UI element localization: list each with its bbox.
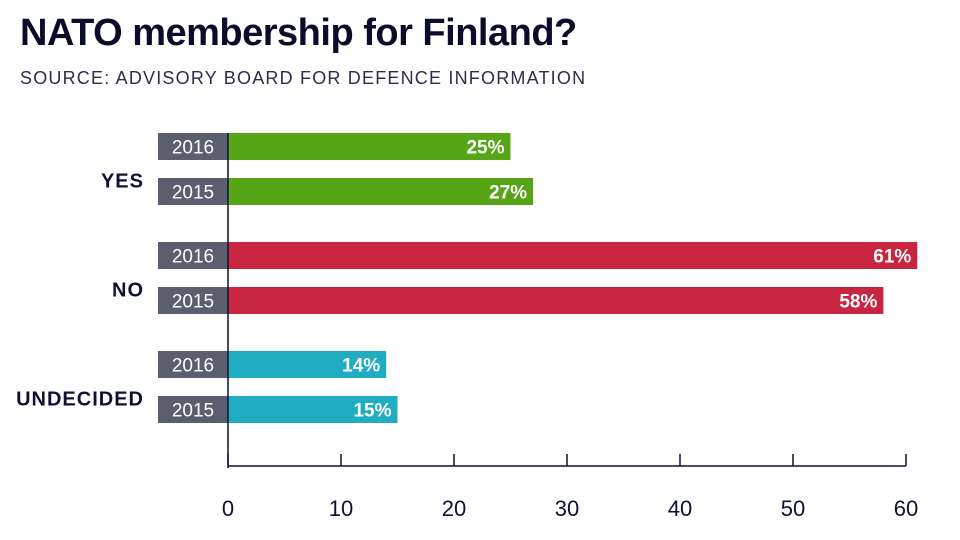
- data-label: 61%: [873, 247, 911, 268]
- year-tag-label: 2015: [172, 401, 214, 422]
- x-tick-label: 0: [222, 496, 234, 521]
- category-label-undecided: UNDECIDED: [16, 389, 144, 411]
- year-tag: [158, 178, 228, 205]
- bar-yes-2015: [228, 178, 534, 205]
- chart-source: SOURCE: ADVISORY BOARD FOR DEFENCE INFOR…: [20, 68, 587, 88]
- x-tick-label: 10: [329, 496, 353, 521]
- year-tag-label: 2016: [172, 138, 214, 159]
- year-tag-label: 2015: [172, 183, 214, 204]
- x-tick-label: 50: [781, 496, 805, 521]
- x-tick-label: 60: [894, 496, 918, 521]
- bar-undecided-2015: [228, 396, 398, 423]
- data-label: 15%: [353, 401, 391, 422]
- x-tick-label: 40: [668, 496, 692, 521]
- year-tag-label: 2016: [172, 247, 214, 268]
- year-tag: [158, 133, 228, 160]
- year-tag: [158, 396, 228, 423]
- data-label: 14%: [342, 356, 380, 377]
- bar-yes-2016: [228, 133, 511, 160]
- year-tag: [158, 242, 228, 269]
- bar-no-2015: [228, 287, 884, 314]
- year-tag: [158, 351, 228, 378]
- year-tag: [158, 287, 228, 314]
- x-tick-label: 30: [555, 496, 579, 521]
- data-label: 58%: [839, 292, 877, 313]
- year-tag-label: 2016: [172, 356, 214, 377]
- data-label: 27%: [489, 183, 527, 204]
- data-label: 25%: [466, 138, 504, 159]
- bar-no-2016: [228, 242, 918, 269]
- bar-undecided-2016: [228, 351, 387, 378]
- chart-title: NATO membership for Finland?: [20, 12, 577, 54]
- category-label-no: NO: [112, 280, 144, 302]
- year-tag-label: 2015: [172, 292, 214, 313]
- x-tick-label: 20: [442, 496, 466, 521]
- category-label-yes: YES: [101, 171, 144, 193]
